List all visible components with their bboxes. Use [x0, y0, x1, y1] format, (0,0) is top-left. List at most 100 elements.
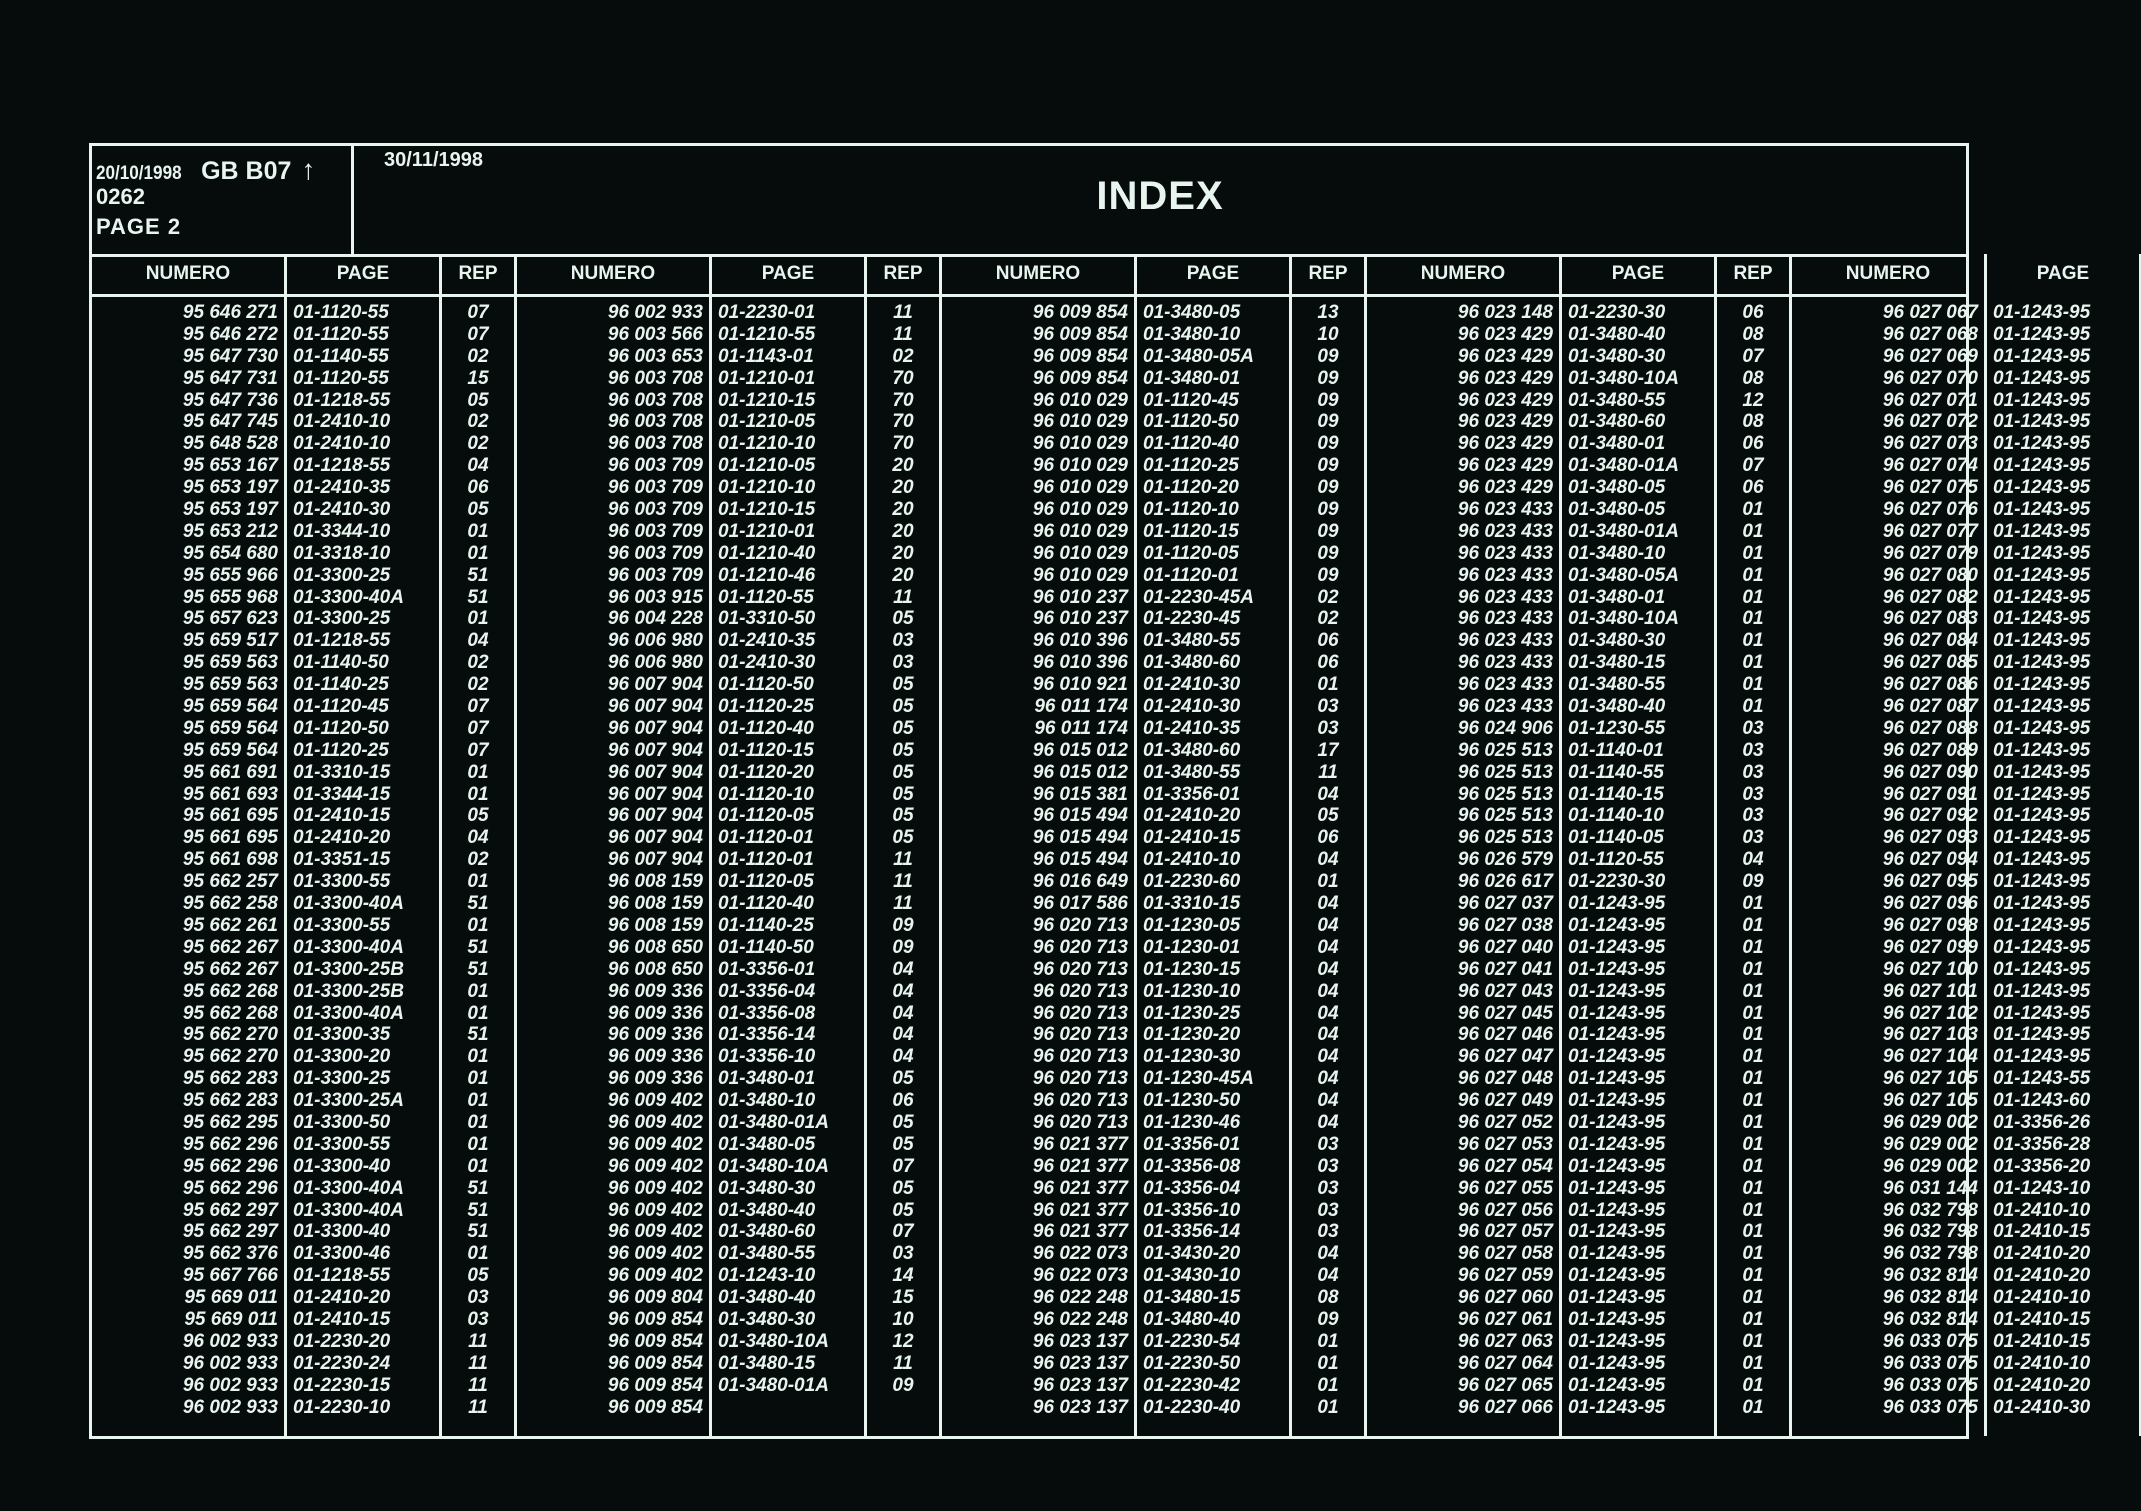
table-cell-rep: 05: [467, 1265, 489, 1287]
table-cell-page: 01-1230-45A: [1143, 1068, 1254, 1090]
table-cell-page: 01-3300-25: [293, 1068, 391, 1090]
table-cell-page: 01-3480-01A: [1568, 455, 1679, 477]
table-cell-rep: 01: [1742, 1243, 1764, 1265]
table-cell-rep: 04: [1317, 958, 1339, 980]
table-cell-rep: 06: [467, 477, 489, 499]
table-cell-page: 01-1230-15: [1143, 958, 1241, 980]
table-cell-page: 01-3300-25A: [293, 1090, 404, 1112]
table-cell-numero: 96 029 002: [1882, 1155, 1978, 1177]
table-cell-numero: 96 009 336: [607, 980, 703, 1002]
table-cell-numero: 96 003 708: [607, 411, 703, 433]
table-cell-rep: 03: [1317, 1155, 1339, 1177]
table-cell-rep: 06: [1317, 630, 1339, 652]
table-cell-page: 01-1243-95: [1568, 914, 1666, 936]
table-cell-rep: 03: [1742, 739, 1764, 761]
table-cell-page: 01-1243-95: [1993, 345, 2091, 367]
table-cell-page: 01-1243-95: [1993, 1002, 2091, 1024]
table-cell-page: 01-3480-10: [1143, 323, 1241, 345]
table-cell-page: 01-1120-01: [1143, 564, 1239, 586]
table-cell-rep: 01: [1317, 1396, 1339, 1418]
table-cell-rep: 01: [467, 1243, 489, 1265]
column-header-page: PAGE: [2036, 263, 2090, 284]
table-cell-numero: 96 008 159: [607, 914, 703, 936]
table-cell-page: 01-3480-10A: [1568, 608, 1679, 630]
table-cell-page: 01-2230-30: [1568, 302, 1666, 323]
table-cell-numero: 96 027 095: [1882, 871, 1978, 893]
table-cell-rep: 03: [1742, 761, 1764, 783]
table-cell-rep: 70: [892, 411, 914, 433]
table-cell-rep: 02: [467, 433, 489, 455]
table-cell-page: 01-3300-40A: [293, 1002, 404, 1024]
table-cell-numero: 95 662 296: [182, 1133, 278, 1155]
table-cell-numero: 96 003 708: [607, 389, 703, 411]
table-cell-numero: 96 027 092: [1882, 805, 1978, 827]
table-cell-numero: 96 026 579: [1457, 849, 1553, 871]
table-cell-numero: 96 023 429: [1457, 345, 1553, 367]
table-cell-page: 01-2230-42: [1143, 1374, 1241, 1396]
table-cell-numero: 96 027 068: [1882, 323, 1978, 345]
table-cell-numero: 96 027 085: [1882, 652, 1978, 674]
table-cell-numero: 96 027 101: [1882, 980, 1978, 1002]
table-cell-rep: 20: [892, 499, 914, 521]
table-cell-page: 01-3480-40: [1568, 696, 1666, 718]
table-cell-page: 01-2410-15: [1993, 1221, 2091, 1243]
table-cell-rep: 01: [467, 980, 489, 1002]
table-cell-rep: 01: [467, 871, 489, 893]
column-numero: NUMERO 96 023 148 96 023 429 96 023 429 96 0…: [1367, 254, 1559, 1436]
table-cell-page: 01-2230-45A: [1143, 586, 1254, 608]
table-cell-page: 01-2410-15: [1143, 827, 1241, 849]
table-cell-rep: 51: [467, 936, 489, 958]
column-header-numero: NUMERO: [1845, 263, 1931, 284]
table-cell-rep: 01: [467, 914, 489, 936]
table-cell-page: 01-1120-55: [293, 323, 389, 345]
table-cell-numero: 96 027 089: [1882, 739, 1978, 761]
column-rep: REP0101010101010101010101010101010101010…: [2139, 254, 2141, 1436]
table-cell-rep: 01: [1742, 674, 1764, 696]
table-cell-numero: 96 023 433: [1457, 542, 1553, 564]
table-cell-rep: 02: [467, 652, 489, 674]
table-cell-page: 01-1243-95: [1993, 739, 2091, 761]
table-cell-page: 01-1243-95: [1993, 893, 2091, 915]
table-cell-page: 01-3480-40: [1568, 323, 1666, 345]
table-cell-page: 01-3300-55: [293, 871, 391, 893]
table-cell-numero: 95 647 736: [182, 389, 278, 411]
table-cell-rep: 05: [467, 499, 489, 521]
table-cell-page: 01-3480-15: [1568, 652, 1666, 674]
table-cell-page: 01-2230-50: [1143, 1352, 1241, 1374]
table-cell-rep: 05: [892, 608, 914, 630]
table-cell-page: 01-1243-95: [1993, 1046, 2091, 1068]
table-cell-numero: 96 027 049: [1457, 1090, 1553, 1112]
table-cell-rep: 07: [467, 696, 489, 718]
table-cell-rep: 01: [467, 1002, 489, 1024]
table-cell-page: 01-1120-05: [718, 805, 814, 827]
table-cell-rep: 01: [1742, 1024, 1764, 1046]
table-cell-rep: 01: [1742, 1111, 1764, 1133]
table-cell-rep: 03: [1742, 717, 1764, 739]
table-cell-rep: 08: [1317, 1287, 1339, 1309]
table-cell-page: 01-1140-10: [1568, 805, 1664, 827]
column-group-5: NUMERO 96 027 067 96 027 068 96 027 069 96 0…: [1792, 254, 2141, 1436]
table-cell-page: 01-2410-10: [293, 433, 391, 455]
table-cell-rep: 03: [1742, 827, 1764, 849]
table-cell-rep: 07: [467, 323, 489, 345]
column-page: PAGE 01-3480-05 01-3480-10 01-3480-05A 01-34…: [1134, 254, 1289, 1436]
table-cell-page: 01-2410-20: [293, 827, 391, 849]
table-cell-rep: 01: [1742, 1265, 1764, 1287]
table-cell-rep: 03: [1742, 783, 1764, 805]
column-header-page: PAGE: [336, 263, 390, 284]
table-cell-numero: 96 009 854: [607, 1308, 703, 1330]
table-cell-rep: 13: [1317, 302, 1339, 323]
table-cell-page: 01-1243-95: [1568, 936, 1666, 958]
table-cell-rep: 05: [892, 1111, 914, 1133]
table-cell-rep: 20: [892, 477, 914, 499]
table-cell-page: 01-3300-25: [293, 564, 391, 586]
table-cell-numero: 96 027 067: [1882, 302, 1978, 323]
table-cell-page: 01-1230-50: [1143, 1090, 1241, 1112]
table-cell-numero: 96 023 429: [1457, 389, 1553, 411]
table-cell-page: 01-3356-26: [1993, 1111, 2091, 1133]
table-cell-numero: 95 662 270: [182, 1024, 278, 1046]
table-cell-rep: 05: [892, 1133, 914, 1155]
table-cell-rep: 70: [892, 389, 914, 411]
table-cell-page: 01-3310-15: [293, 761, 391, 783]
table-cell-numero: 96 007 904: [607, 805, 703, 827]
